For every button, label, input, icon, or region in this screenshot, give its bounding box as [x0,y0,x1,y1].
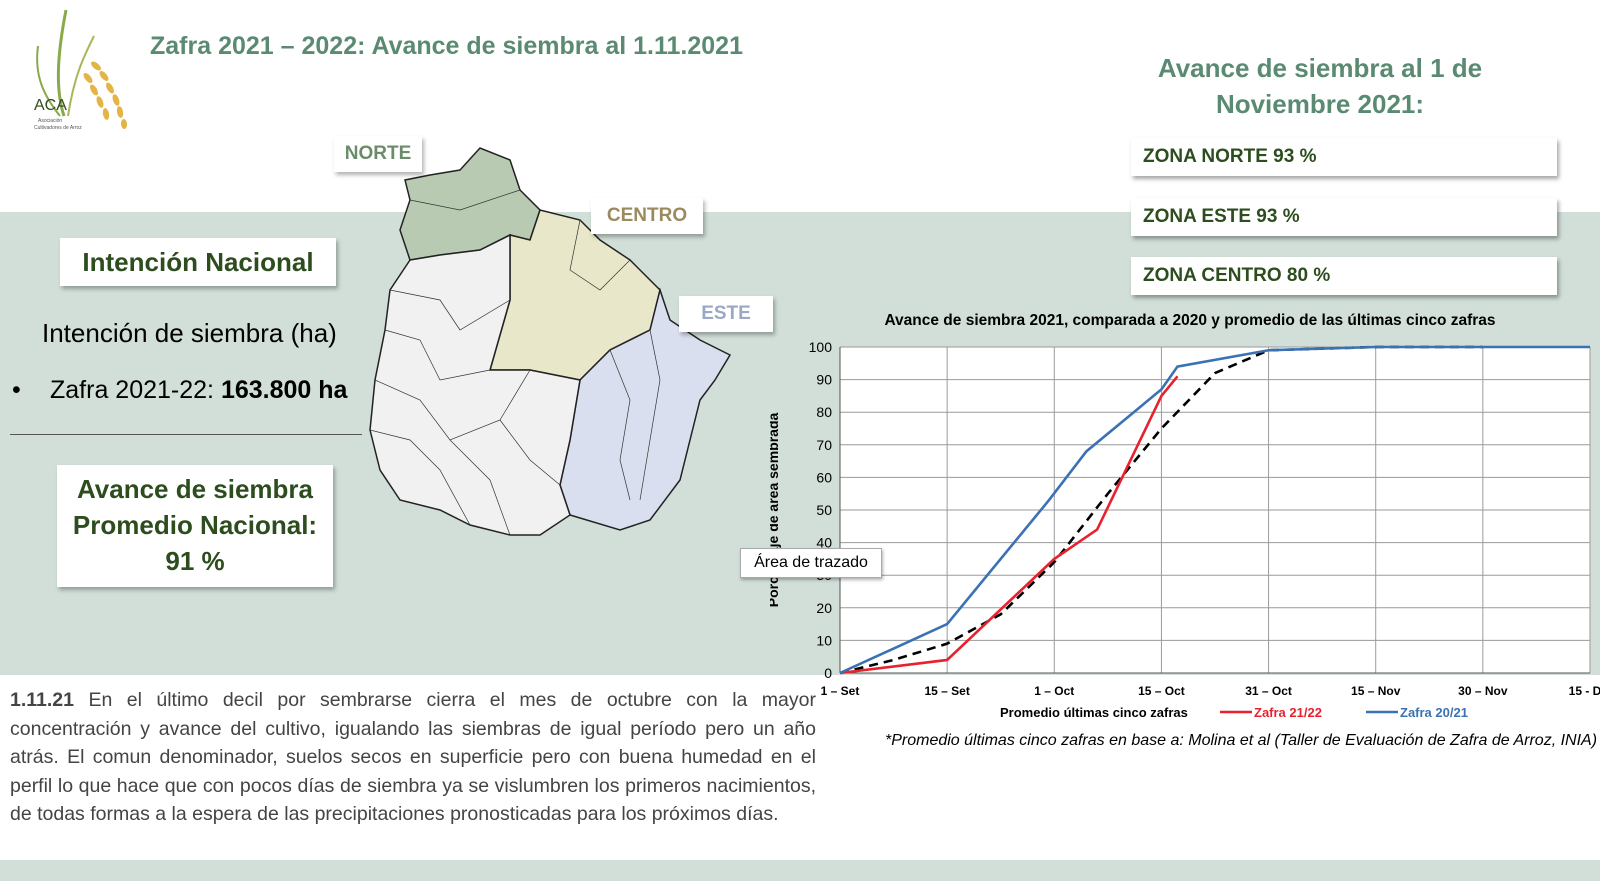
plot-area-tooltip: Área de trazado [740,548,882,578]
x-tick-label: 30 – Nov [1458,684,1508,698]
y-tick-label: 10 [816,632,832,648]
right-title-line-2: Noviembre 2021: [1215,89,1425,119]
zafra-line: • Zafra 2021-22: 163.800 ha [12,376,347,405]
uruguay-map [369,147,732,536]
x-tick-label: 1 – Oct [1034,684,1074,698]
separator-line [10,434,362,435]
map-label-centro: CENTRO [591,198,703,234]
zone-norte-box: ZONA NORTE 93 % [1131,138,1557,176]
intencion-nacional-box: Intención Nacional [60,238,336,286]
zafra-label: Zafra 2021-22: [50,376,214,404]
avance-line-1: Avance de siembra [76,474,314,504]
y-tick-label: 100 [809,339,833,355]
series-line-1 [839,375,1179,675]
y-tick-label: 40 [816,535,832,551]
y-tick-label: 0 [824,665,832,681]
zone-este-box: ZONA ESTE 93 % [1131,198,1557,236]
y-tick-label: 50 [816,502,832,518]
y-tick-label: 80 [816,404,832,420]
zone-centro-box: ZONA CENTRO 80 % [1131,257,1557,295]
legend-label: Promedio últimas cinco zafras [1000,705,1188,720]
y-tick-label: 60 [816,469,832,485]
logo-text: ACA [34,97,67,114]
map-label-norte: NORTE [334,136,422,172]
x-tick-label: 15 – Set [924,684,969,698]
series-line-2 [839,345,1590,675]
bullet-marker: • [12,376,21,404]
y-tick-label: 70 [816,437,832,453]
avance-line-2: Promedio Nacional: [72,510,318,540]
right-title-line-1: Avance de siembra al 1 de [1157,53,1483,83]
zafra-value: 163.800 ha [220,376,348,404]
y-tick-label: 90 [816,372,832,388]
commentary-date: 1.11.21 [10,689,74,711]
right-panel-title: Avance de siembra al 1 de Noviembre 2021… [1120,50,1520,122]
y-tick-label: 20 [816,600,832,616]
map-region-west-south [369,233,581,536]
avance-promedio-box: Avance de siembra Promedio Nacional: 91 … [57,465,333,587]
x-tick-label: 15 - Dic [1569,684,1600,698]
y-axis-label: Porcentaje de área sembrada [770,413,781,608]
bottom-strip [0,860,1600,881]
legend-label: Zafra 21/22 [1254,705,1322,720]
x-tick-label: 15 – Oct [1138,684,1185,698]
commentary-paragraph: 1.11.21 En el último decil por sembrarse… [10,686,816,829]
avance-line-3: 91 % [165,546,225,576]
chart-title: Avance de siembra 2021, comparada a 2020… [884,312,1496,329]
map-region-este [559,287,732,531]
legend-label: Zafra 20/21 [1400,705,1468,720]
x-tick-label: 15 – Nov [1351,684,1401,698]
logo-subtext-1: Asociación [38,118,62,124]
aca-logo: ACA Asociación Cultivadores de Arroz [34,9,128,131]
x-tick-label: 1 – Set [821,684,860,698]
intencion-siembra-label: Intención de siembra (ha) [42,318,337,348]
chart-footnote: *Promedio últimas cinco zafras en base a… [885,732,1598,749]
x-tick-label: 31 – Oct [1245,684,1292,698]
commentary-text: En el último decil por sembrarse cierra … [10,689,816,825]
page-title: Zafra 2021 – 2022: Avance de siembra al … [150,32,743,60]
logo-subtext-2: Cultivadores de Arroz [34,125,82,131]
map-label-este: ESTE [679,296,773,332]
